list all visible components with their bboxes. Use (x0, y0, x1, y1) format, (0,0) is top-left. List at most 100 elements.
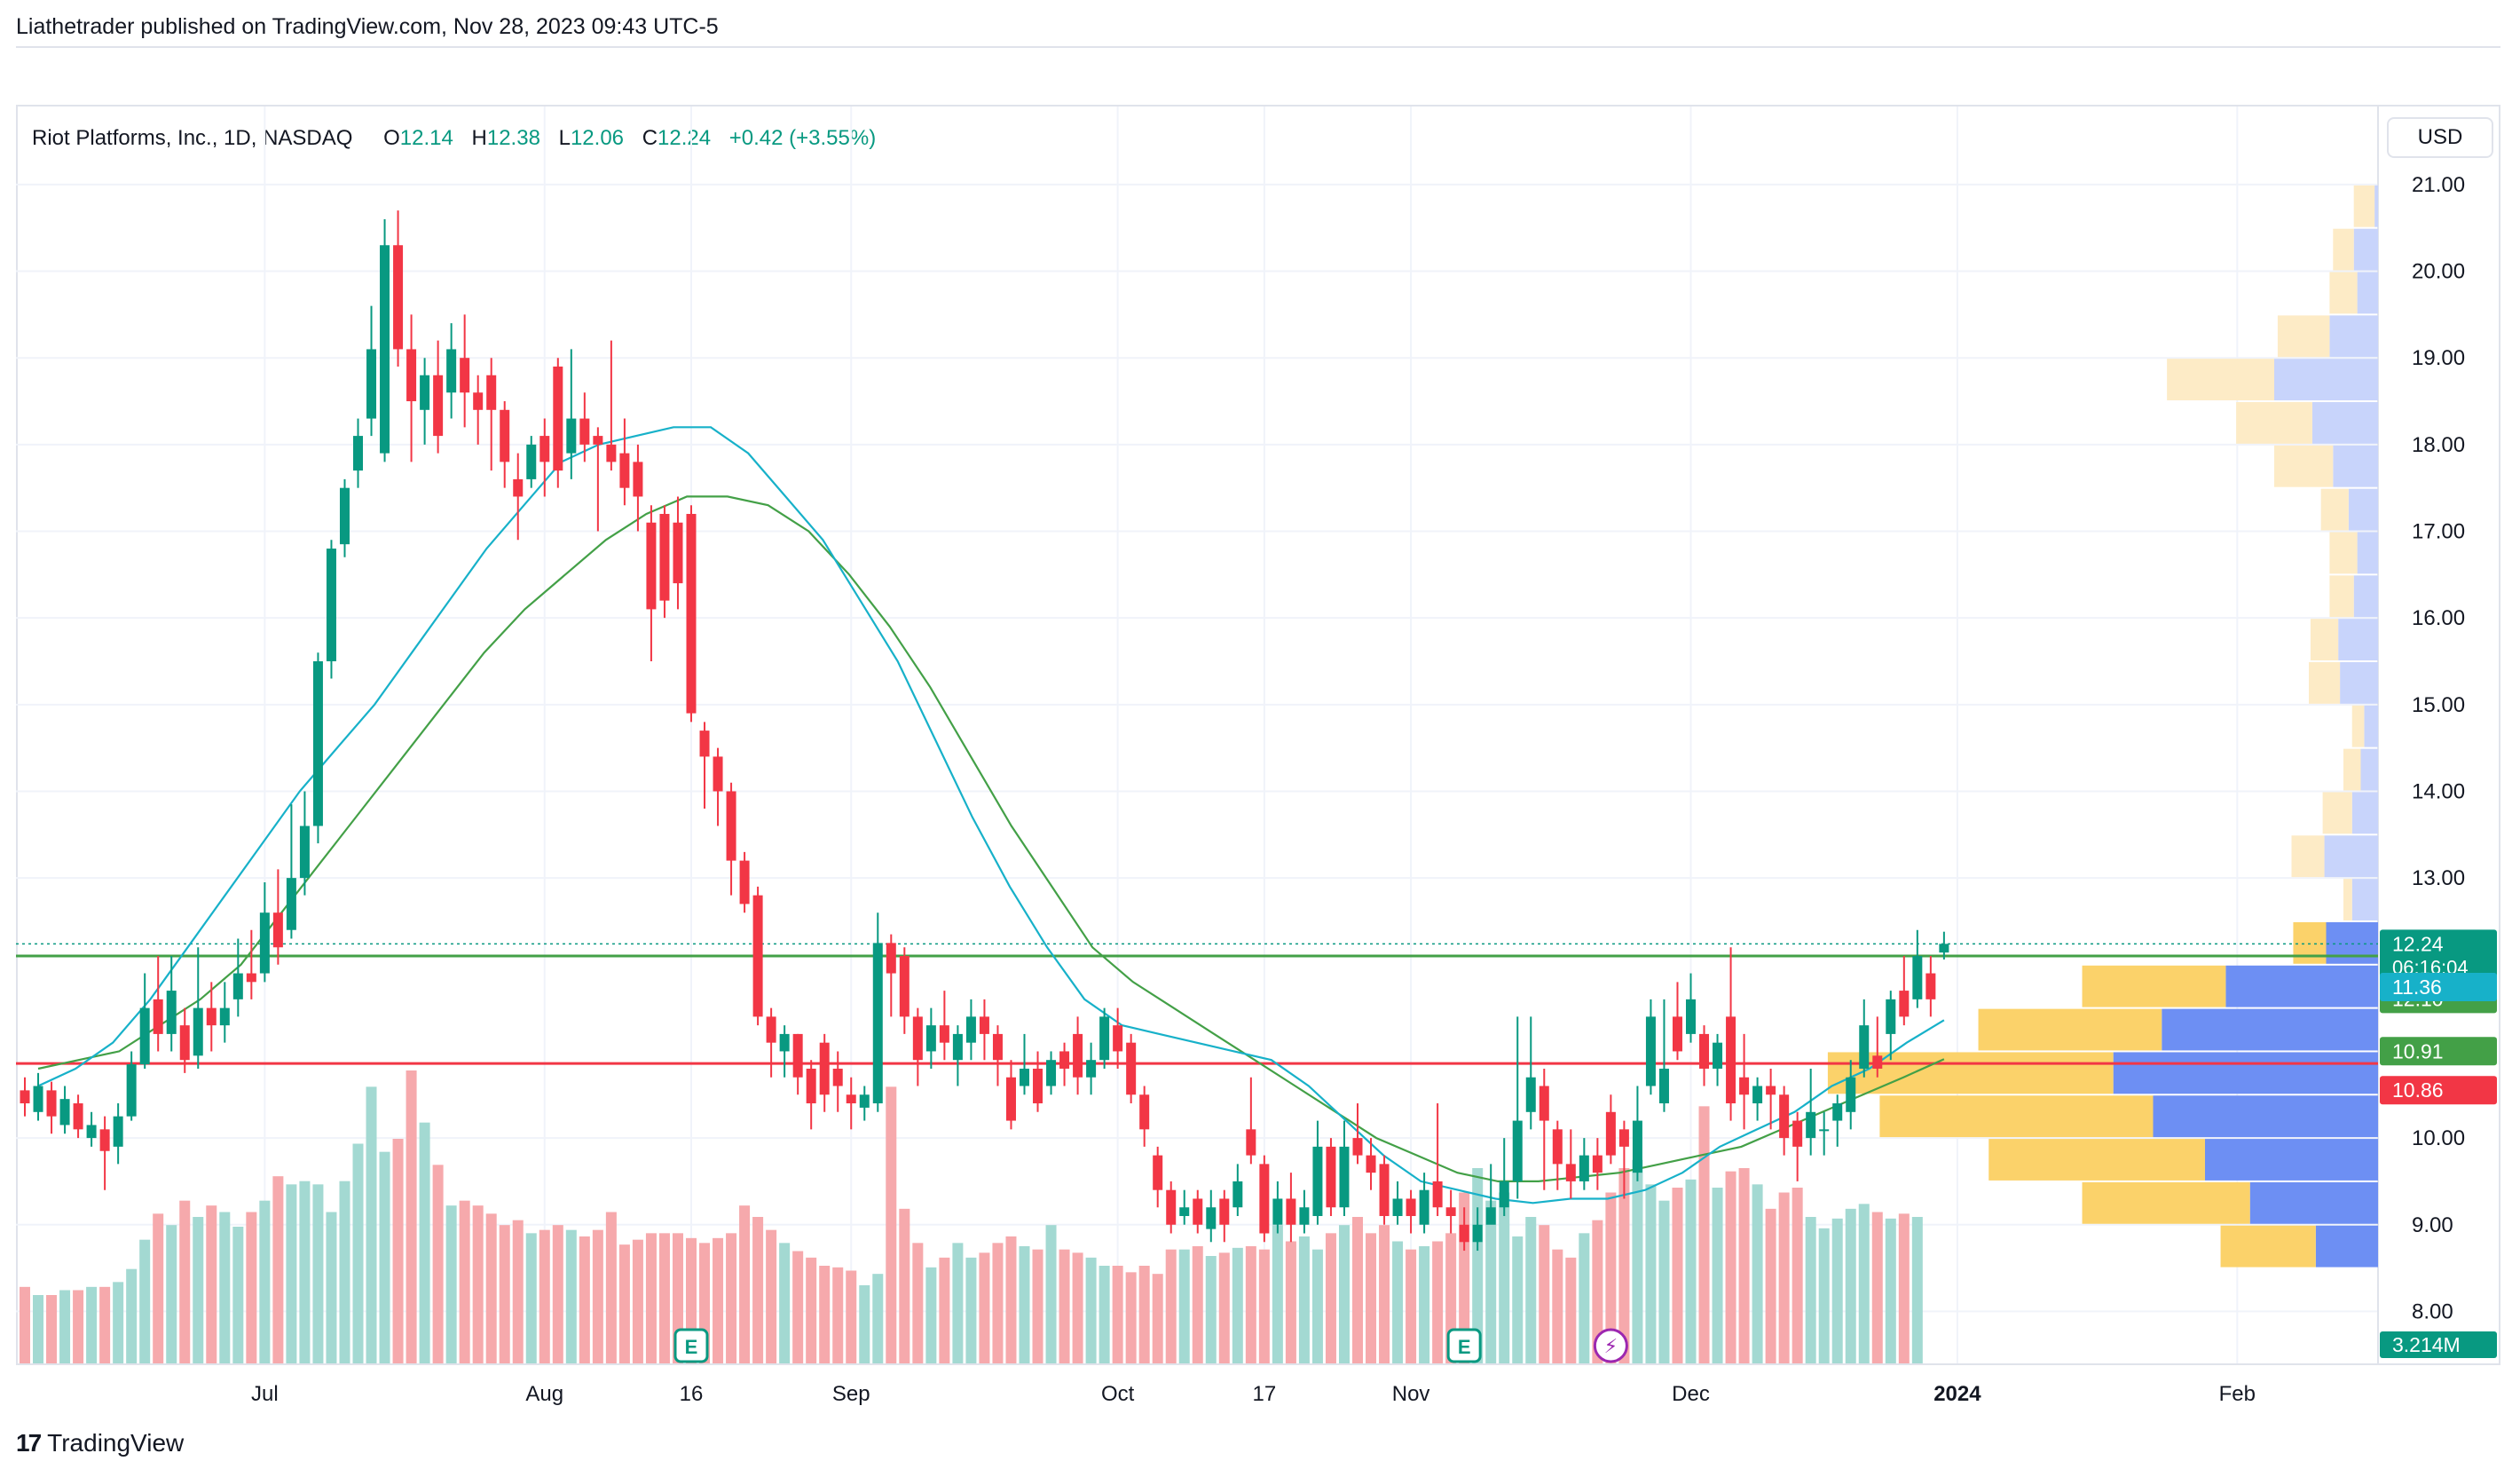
candle-body (1179, 1207, 1190, 1216)
vp-down-bar (2236, 402, 2312, 444)
candle-body (1286, 1198, 1296, 1225)
price-tag (2380, 929, 2497, 980)
vp-up-bar (2357, 532, 2378, 574)
volume-bar (1419, 1246, 1430, 1363)
candle-body (433, 375, 444, 437)
candle-body (752, 895, 763, 1017)
candle-body (1552, 1129, 1563, 1165)
volume-bar (193, 1217, 204, 1363)
price-tick-label: 21.00 (2412, 173, 2465, 197)
volume-bar (1192, 1246, 1203, 1363)
volume-bar (392, 1139, 404, 1363)
candle-body (819, 1042, 830, 1095)
candle-body (1525, 1077, 1536, 1112)
candle-body (380, 245, 390, 454)
time-tick-label: 17 (1253, 1382, 1277, 1406)
volume-bar (459, 1200, 470, 1363)
candle-body (406, 349, 417, 402)
volume-bar (1499, 1192, 1510, 1363)
volume-bar (899, 1208, 910, 1363)
chart-frame (16, 105, 2500, 1365)
candle-body (1512, 1120, 1523, 1181)
candle-body (1193, 1198, 1203, 1225)
vp-down-bar (1879, 1095, 2154, 1138)
low-value: 12.06 (570, 126, 625, 150)
price-tick-label: 15.00 (2412, 693, 2465, 717)
volume-bar (925, 1267, 937, 1363)
volume-bar (592, 1229, 603, 1363)
candle-body (286, 878, 296, 930)
price-tick-label: 20.00 (2412, 260, 2465, 284)
vp-up-bar (2364, 705, 2378, 747)
volume-bar (1911, 1217, 1923, 1363)
candle-body (713, 756, 723, 792)
candle-body (1658, 1068, 1669, 1104)
volume-bar (1072, 1252, 1083, 1363)
candle-body (73, 1103, 83, 1130)
candle-body (952, 1033, 963, 1061)
volume-bar (113, 1282, 124, 1363)
volume-bar (1685, 1179, 1697, 1363)
vp-up-bar (2338, 619, 2378, 660)
candle-body (1219, 1198, 1230, 1225)
vp-up-bar (2205, 1139, 2378, 1181)
candle-body (1312, 1146, 1323, 1216)
volume-bar (806, 1257, 817, 1363)
vp-up-bar (2374, 185, 2378, 227)
candle-body (1073, 1033, 1083, 1078)
candle-body (500, 409, 510, 462)
volume-bar (299, 1181, 311, 1363)
tradingview-logo-icon: 17 (16, 1429, 42, 1457)
volume-bar (1311, 1249, 1323, 1363)
volume-bar (445, 1205, 457, 1363)
candle-body (1819, 1129, 1830, 1132)
candle-body (1392, 1198, 1403, 1216)
volume-bar (1525, 1217, 1537, 1363)
candle-body (1739, 1077, 1750, 1095)
vp-up-bar (2348, 488, 2378, 531)
candle-body (473, 392, 484, 410)
tradingview-brand[interactable]: 17 TradingView (16, 1429, 184, 1457)
candle-body (579, 418, 590, 445)
volume-bar (472, 1205, 484, 1363)
volume-bar (1858, 1204, 1870, 1363)
volume-bar (539, 1229, 550, 1363)
volume-bar (339, 1181, 350, 1363)
volume-bar (1672, 1188, 1683, 1363)
currency-button[interactable]: USD (2387, 117, 2493, 158)
volume-bar (1392, 1241, 1404, 1363)
volume-bar (565, 1229, 577, 1363)
vp-up-bar (2360, 748, 2378, 791)
time-tick-label: Dec (1672, 1382, 1710, 1406)
candle-body (739, 860, 750, 904)
volume-bar (1885, 1218, 1896, 1363)
volume-bar (1019, 1246, 1030, 1363)
volume-bar (1205, 1256, 1217, 1363)
candle-body (766, 1016, 776, 1043)
vp-down-bar (2220, 1225, 2316, 1268)
open-label: O (383, 126, 400, 150)
volume-bar (886, 1086, 897, 1363)
candle-body (246, 973, 256, 983)
candle-body (979, 1016, 989, 1034)
volume-profile (1827, 185, 2378, 1268)
volume-bar (1045, 1225, 1057, 1363)
candle-body (1912, 956, 1923, 999)
volume-bar (1285, 1241, 1296, 1363)
close-value: 12.24 (658, 126, 712, 150)
volume-bar (1658, 1200, 1670, 1363)
candle-body (1779, 1094, 1790, 1139)
price-tag (2380, 1037, 2497, 1066)
volume-bar (1258, 1249, 1270, 1363)
volume-bar (645, 1233, 657, 1363)
volume-bar (99, 1286, 111, 1363)
candle-body (460, 358, 470, 393)
symbol-name[interactable]: Riot Platforms, Inc., 1D, NASDAQ (32, 126, 353, 150)
volume-bar (766, 1229, 777, 1363)
vp-down-bar (2329, 575, 2354, 618)
vp-up-bar (2113, 1052, 2378, 1094)
candle-body (846, 1094, 856, 1104)
candle-body (1406, 1198, 1416, 1216)
candle-body (486, 375, 497, 410)
